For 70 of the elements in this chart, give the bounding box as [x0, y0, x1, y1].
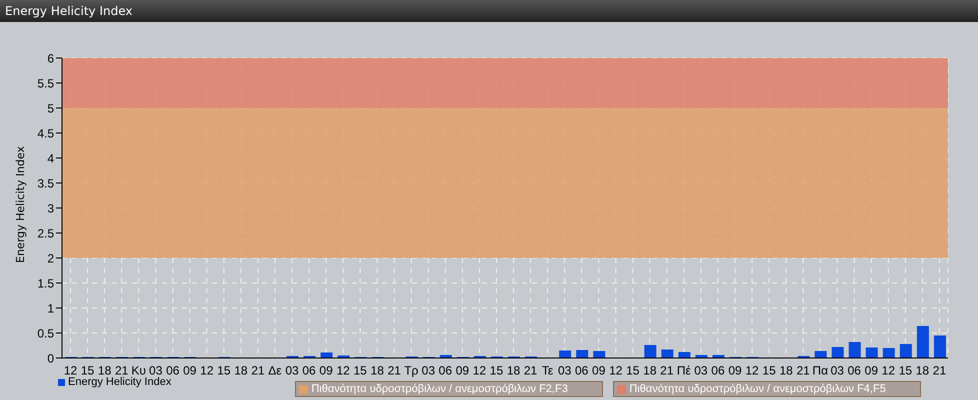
x-tick-label: 12: [64, 364, 78, 378]
x-tick-label: 06: [574, 364, 589, 378]
x-tick-label: 06: [711, 364, 725, 378]
x-tick-label: 12: [745, 364, 760, 378]
x-tick-label: 21: [388, 364, 402, 378]
y-tick-label: 5.5: [37, 76, 54, 90]
x-tick-label: 18: [506, 364, 521, 378]
y-tick-label: 2: [47, 251, 54, 266]
x-tick-label: 12: [882, 364, 896, 378]
y-tick-label: 6: [47, 51, 54, 66]
x-tick-label: 21: [524, 364, 538, 378]
x-tick-label: 09: [592, 364, 606, 378]
y-tick-label: 5: [47, 101, 54, 116]
legend-label: Πιθανότητα υδροστρόβιλων / ανεμοστρόβιλων F4,F5: [629, 383, 886, 395]
legend-label: Πιθανότητα υδροστρόβιλων / ανεμοστρόβιλων F2,F3: [311, 383, 568, 395]
x-tick-label: 18: [643, 364, 657, 378]
y-tick-label: 4.5: [37, 126, 54, 140]
x-tick-label: 15: [626, 364, 640, 378]
x-tick-label: 06: [438, 364, 452, 378]
x-tick-label: Τε: [542, 364, 554, 378]
y-tick-label: 1: [47, 301, 54, 316]
x-tick-label: 21: [114, 364, 129, 378]
x-tick-label: 06: [302, 364, 316, 378]
x-tick-label: 18: [98, 364, 112, 378]
x-tick-label: 21: [932, 364, 946, 378]
x-tick-label: 03: [830, 364, 844, 378]
x-tick-label: 15: [762, 364, 776, 378]
x-tick-label: 09: [319, 364, 334, 378]
x-tick-label: 09: [456, 364, 470, 378]
x-tick-label: 18: [234, 364, 248, 378]
y-tick-label: 3.5: [37, 176, 54, 190]
x-tick-label: Τρ: [404, 364, 419, 378]
x-tick-label: 12: [472, 364, 486, 378]
y-tick-label: 3: [47, 201, 54, 216]
x-tick-label: 06: [848, 364, 862, 378]
x-tick-label: 18: [916, 364, 930, 378]
x-tick-label: 15: [217, 364, 231, 378]
x-tick-label: 12: [336, 364, 350, 378]
y-tick-label: 4: [47, 151, 54, 166]
x-tick-label: 12: [200, 364, 214, 378]
x-tick-label: 21: [251, 364, 265, 378]
x-tick-label: 03: [694, 364, 708, 378]
x-tick-label: 21: [660, 364, 674, 378]
x-tick-label: 09: [864, 364, 878, 378]
x-tick-label: 03: [422, 364, 436, 378]
y-tick-label: 0: [47, 351, 54, 366]
y-axis-title: Energy Helicity Index: [14, 146, 27, 263]
x-tick-label: 03: [558, 364, 572, 378]
y-tick-label: 2.5: [37, 226, 54, 240]
x-tick-label: 03: [149, 364, 163, 378]
x-tick-label: 03: [285, 364, 300, 378]
y-tick-label: 0.5: [37, 326, 54, 340]
x-tick-label: Κυ: [131, 364, 146, 378]
x-tick-label: 18: [370, 364, 384, 378]
x-tick-label: 15: [353, 364, 368, 378]
x-tick-label: Πέ: [676, 364, 692, 378]
x-tick-label: 09: [183, 364, 197, 378]
x-tick-label: 15: [490, 364, 504, 378]
legend-label: Energy Helicity Index: [68, 376, 172, 388]
x-tick-label: 15: [80, 364, 95, 378]
x-tick-label: 18: [779, 364, 794, 378]
x-tick-label: Δε: [268, 364, 282, 378]
x-tick-label: 21: [796, 364, 810, 378]
x-tick-label: Πα: [812, 364, 828, 378]
y-tick-label: 1.5: [37, 276, 54, 290]
x-tick-label: 15: [898, 364, 912, 378]
chart-title: Energy Helicity Index: [0, 0, 978, 22]
x-tick-label: 09: [728, 364, 742, 378]
x-tick-label: 06: [166, 364, 180, 378]
x-tick-label: 12: [609, 364, 623, 378]
